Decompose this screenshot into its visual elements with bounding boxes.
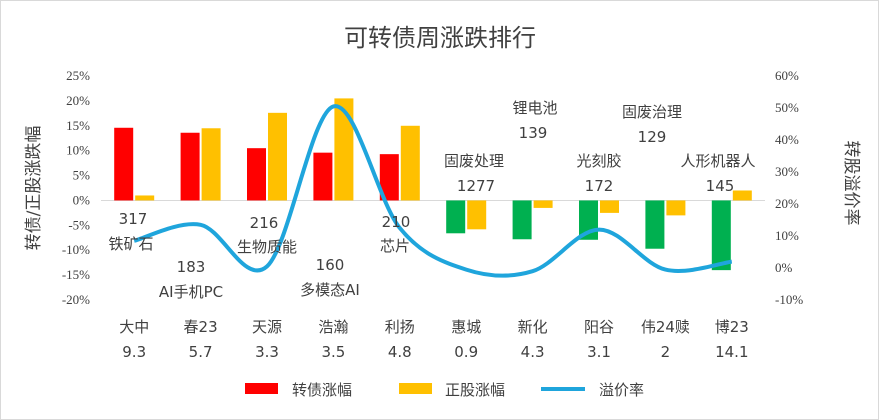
legend-swatch-bond (245, 383, 278, 394)
annotation-theme: 锂电池 (512, 99, 557, 117)
y-tick-label: 20% (66, 93, 90, 108)
annotation-count: 160 (316, 256, 345, 274)
annotation-count: 172 (585, 177, 614, 195)
category-name-label: 阳谷 (584, 318, 614, 336)
y-tick-label: -5% (68, 217, 90, 232)
category-name-label: 博23 (715, 318, 749, 336)
annotation-count: 129 (638, 128, 667, 146)
bond-change-bar (114, 127, 134, 201)
stock-change-bar (533, 200, 553, 208)
y2-tick-label: -10% (775, 292, 803, 307)
category-name-label: 天源 (252, 318, 282, 336)
y-axis-title: 转债/正股涨跌幅 (24, 126, 44, 251)
y-tick-label: -10% (62, 242, 90, 257)
annotation-count: 139 (519, 124, 548, 142)
bond-change-bar (512, 200, 532, 240)
y-tick-label: 0% (73, 192, 91, 207)
annotation-theme: 生物质能 (237, 238, 297, 256)
category-name-label: 利扬 (385, 318, 415, 336)
bond-change-bar (247, 148, 266, 201)
annotation-theme: 芯片 (380, 237, 410, 255)
category-value-label: 3.3 (255, 343, 279, 361)
category-value-label: 5.7 (189, 343, 213, 361)
category-name-label: 大中 (119, 318, 149, 336)
annotation-theme: 人形机器人 (680, 152, 755, 170)
y2-tick-label: 20% (775, 196, 799, 211)
annotation-count: 317 (119, 210, 148, 228)
legend-label-premium: 溢价率 (599, 381, 644, 399)
category-name-label: 惠城 (451, 318, 481, 336)
premium-line (133, 104, 733, 278)
y2-tick-label: 10% (775, 228, 799, 243)
y2-tick-label: 50% (775, 100, 799, 115)
annotation-theme: 固废治理 (622, 103, 682, 121)
legend-label-bond: 转债涨幅 (292, 381, 352, 399)
legend-swatch-stock (399, 383, 432, 394)
y2-tick-label: 40% (775, 132, 799, 147)
stock-change-bar (334, 98, 354, 201)
category-name-label: 春23 (184, 318, 218, 336)
annotation-count: 216 (250, 214, 279, 232)
y-tick-label: 10% (66, 143, 90, 158)
y2-tick-label: 0% (775, 260, 793, 275)
y2-tick-label: 60% (775, 68, 799, 83)
annotation-count: 183 (177, 258, 206, 276)
y-tick-label: -20% (62, 292, 90, 307)
stock-change-bar (135, 195, 155, 201)
category-value-label: 14.1 (715, 343, 748, 361)
stock-change-bar (400, 125, 420, 201)
annotation-theme: 铁矿石 (108, 235, 153, 253)
bond-change-bar (645, 200, 665, 249)
bond-change-bar (711, 200, 731, 271)
y-tick-label: -15% (62, 267, 90, 282)
stock-change-bar (732, 190, 752, 201)
category-value-label: 4.3 (521, 343, 545, 361)
annotation-theme: 光刻胶 (576, 152, 621, 170)
stock-change-bar (268, 112, 287, 201)
category-value-label: 9.3 (122, 343, 146, 361)
bond-change-bar (180, 132, 200, 201)
stock-change-bar (467, 200, 487, 230)
category-name-label: 伟24赎 (641, 318, 690, 336)
legend-label-stock: 正股涨幅 (445, 381, 505, 399)
category-name-label: 新化 (518, 318, 548, 336)
bond-change-bar (446, 200, 466, 234)
y-tick-label: 15% (66, 118, 90, 133)
category-value-label: 3.5 (321, 343, 345, 361)
category-name-label: 浩瀚 (318, 318, 348, 336)
category-value-label: 4.8 (388, 343, 412, 361)
y-tick-label: 5% (73, 168, 91, 183)
annotation-count: 145 (706, 177, 735, 195)
annotation-theme: AI手机PC (159, 283, 223, 301)
bond-change-bar (379, 154, 399, 201)
category-value-label: 0.9 (454, 343, 478, 361)
annotation-count: 1277 (457, 177, 495, 195)
y-tick-label: 25% (66, 68, 90, 83)
chart-title: 可转债周涨跌排行 (344, 24, 536, 52)
annotation-theme: 固废处理 (444, 152, 504, 170)
bond-change-bar (313, 152, 333, 201)
y2-tick-label: 30% (775, 164, 799, 179)
category-value-label: 2 (661, 343, 671, 361)
y2-axis-title: 转股溢价率 (841, 141, 861, 226)
stock-change-bar (201, 128, 221, 201)
category-value-label: 3.1 (587, 343, 611, 361)
stock-change-bar (600, 200, 619, 213)
stock-change-bar (666, 200, 686, 216)
annotation-count: 210 (382, 213, 411, 231)
annotation-theme: 多模态AI (300, 281, 360, 299)
